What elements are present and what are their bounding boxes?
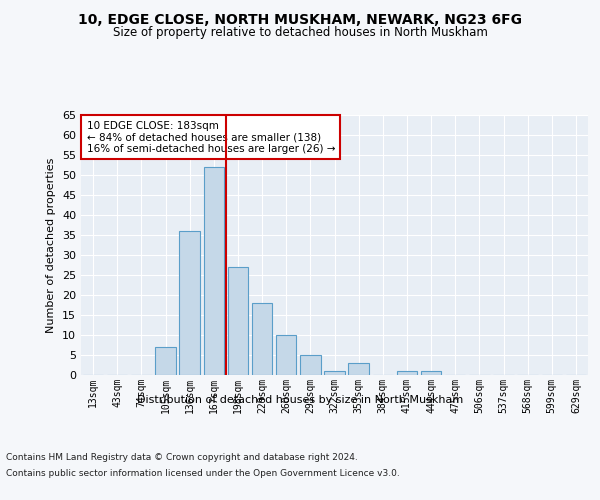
Bar bbox=[203, 167, 224, 375]
Bar bbox=[324, 371, 345, 375]
Bar bbox=[179, 231, 200, 375]
Bar bbox=[155, 347, 176, 375]
Text: Distribution of detached houses by size in North Muskham: Distribution of detached houses by size … bbox=[137, 395, 463, 405]
Text: 10 EDGE CLOSE: 183sqm
← 84% of detached houses are smaller (138)
16% of semi-det: 10 EDGE CLOSE: 183sqm ← 84% of detached … bbox=[86, 120, 335, 154]
Text: Contains public sector information licensed under the Open Government Licence v3: Contains public sector information licen… bbox=[6, 468, 400, 477]
Y-axis label: Number of detached properties: Number of detached properties bbox=[46, 158, 56, 332]
Text: Contains HM Land Registry data © Crown copyright and database right 2024.: Contains HM Land Registry data © Crown c… bbox=[6, 454, 358, 462]
Text: 10, EDGE CLOSE, NORTH MUSKHAM, NEWARK, NG23 6FG: 10, EDGE CLOSE, NORTH MUSKHAM, NEWARK, N… bbox=[78, 12, 522, 26]
Bar bbox=[349, 363, 369, 375]
Bar bbox=[300, 355, 320, 375]
Bar bbox=[227, 267, 248, 375]
Bar bbox=[421, 371, 442, 375]
Text: Size of property relative to detached houses in North Muskham: Size of property relative to detached ho… bbox=[113, 26, 487, 39]
Bar bbox=[397, 371, 417, 375]
Bar bbox=[276, 335, 296, 375]
Bar bbox=[252, 303, 272, 375]
